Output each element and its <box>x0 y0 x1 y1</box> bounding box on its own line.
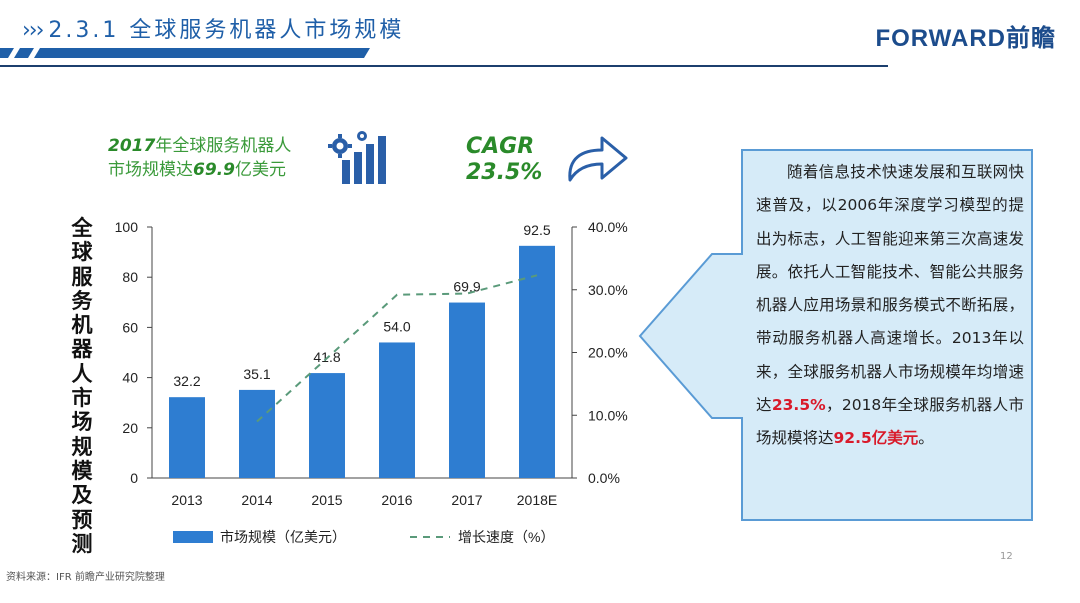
x-tick-label: 2015 <box>311 492 342 508</box>
highlight-line2-suffix: 亿美元 <box>234 160 286 180</box>
cagr-value: 23.5% <box>466 160 543 185</box>
y2-tick-label: 0.0% <box>588 470 620 486</box>
growth-line <box>256 274 538 423</box>
legend-line-label: 增长速度（%） <box>458 529 554 545</box>
y2-tick-label: 20.0% <box>588 345 628 361</box>
page-title-text: 2.3.1 全球服务机器人市场规模 <box>48 18 405 43</box>
highlight-line2-prefix: 市场规模达 <box>108 160 193 180</box>
y-tick-label: 0 <box>130 470 138 486</box>
bar <box>239 389 275 478</box>
legend-bar-label: 市场规模（亿美元） <box>220 529 346 545</box>
gear-bar-chart-icon <box>328 131 386 184</box>
highlight-text: 2017年全球服务机器人 市场规模达69.9亿美元 <box>108 134 291 182</box>
y-tick-label: 80 <box>122 269 138 285</box>
cagr-block: CAGR 23.5% <box>466 134 542 186</box>
callout-text: 随着信息技术快速发展和互联网快速普及，以2006年深度学习模型的提出为标志，人工… <box>756 156 1024 456</box>
y-tick-label: 40 <box>122 370 138 386</box>
x-tick-label: 2017 <box>451 492 482 508</box>
bar <box>379 342 415 478</box>
x-tick-label: 2016 <box>381 492 412 508</box>
highlight-line1: 年全球服务机器人 <box>155 136 292 156</box>
highlight-value: 69.9 <box>193 160 235 180</box>
y2-tick-label: 30.0% <box>588 282 628 298</box>
data-label: 69.9 <box>453 279 480 295</box>
y-axis-title: 全球服务机器人市场规模及预测 <box>71 216 93 556</box>
y-tick-label: 60 <box>122 319 138 335</box>
data-label: 92.5 <box>523 222 550 238</box>
source-note: 资料来源：IFR 前瞻产业研究院整理 <box>6 572 165 583</box>
share-arrow-icon <box>568 136 628 182</box>
bar <box>169 397 205 478</box>
data-label: 32.2 <box>173 373 200 389</box>
page-number: 12 <box>1000 551 1013 562</box>
callout-highlight-value: 92.5亿美元 <box>833 429 919 448</box>
y-tick-label: 100 <box>115 219 139 235</box>
chevron-right-icon: ››› <box>22 18 44 43</box>
cagr-label: CAGR <box>466 134 535 159</box>
x-tick-label: 2013 <box>171 492 202 508</box>
data-label: 54.0 <box>383 318 410 334</box>
x-tick-label: 2018E <box>517 492 557 508</box>
bar <box>449 302 485 478</box>
bar <box>519 245 555 478</box>
callout-text-part2: ，2018年全球服务机器人市场规模将达 <box>756 396 1024 448</box>
callout-text-part1: 随着信息技术快速发展和互联网快速普及，以2006年深度学习模型的提出为标志，人工… <box>756 163 1024 415</box>
highlight-year: 2017 <box>108 136 156 156</box>
header-band <box>0 48 888 67</box>
callout-highlight-cagr: 23.5% <box>771 396 826 415</box>
brand-logo: FORWARD前瞻 <box>875 25 1056 52</box>
y-tick-label: 20 <box>122 420 138 436</box>
legend-bar-swatch <box>173 531 213 543</box>
page-title: ››› 2.3.1 全球服务机器人市场规模 <box>22 12 404 44</box>
callout-text-part3: 。 <box>918 429 934 448</box>
x-tick-label: 2014 <box>241 492 272 508</box>
y2-tick-label: 40.0% <box>588 219 628 235</box>
bar <box>309 373 345 478</box>
data-label: 35.1 <box>243 366 270 382</box>
y2-tick-label: 10.0% <box>588 407 628 423</box>
